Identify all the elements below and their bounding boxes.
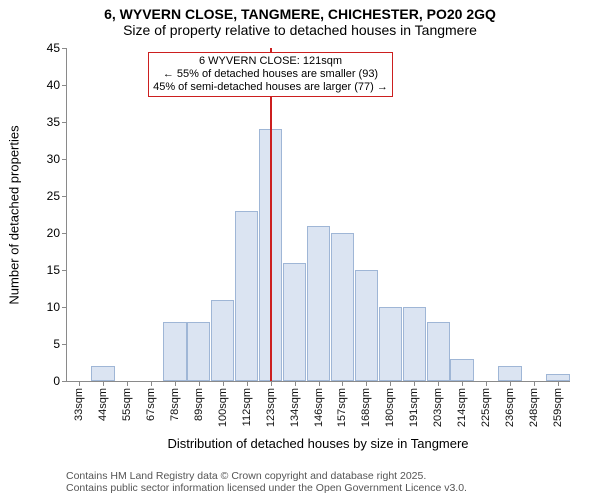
y-tick-mark xyxy=(62,307,66,308)
footer-line2: Contains public sector information licen… xyxy=(66,482,570,494)
y-tick-label: 30 xyxy=(36,152,60,166)
x-tick-mark xyxy=(534,382,535,386)
callout-box: 6 WYVERN CLOSE: 121sqm ← 55% of detached… xyxy=(148,52,393,97)
x-tick-mark xyxy=(414,382,415,386)
x-tick-mark xyxy=(151,382,152,386)
x-tick-label: 55sqm xyxy=(121,388,133,421)
x-tick-label: 67sqm xyxy=(145,388,157,421)
histogram-bar xyxy=(283,263,306,381)
x-tick-label: 100sqm xyxy=(217,388,229,427)
callout-line1: 6 WYVERN CLOSE: 121sqm xyxy=(153,55,388,68)
marker-vertical-line xyxy=(270,48,272,381)
y-tick-label: 0 xyxy=(36,374,60,388)
x-tick-mark xyxy=(390,382,391,386)
x-tick-label: 214sqm xyxy=(456,388,468,427)
x-tick-mark xyxy=(271,382,272,386)
histogram-bar xyxy=(379,307,402,381)
x-tick-mark xyxy=(438,382,439,386)
histogram-bar xyxy=(355,270,378,381)
x-tick-label: 236sqm xyxy=(504,388,516,427)
x-tick-mark xyxy=(247,382,248,386)
x-tick-mark xyxy=(558,382,559,386)
y-tick-mark xyxy=(62,196,66,197)
x-tick-label: 134sqm xyxy=(289,388,301,427)
x-tick-mark xyxy=(462,382,463,386)
callout-line2: ← 55% of detached houses are smaller (93… xyxy=(153,68,388,81)
y-tick-label: 35 xyxy=(36,115,60,129)
y-tick-label: 10 xyxy=(36,300,60,314)
x-tick-mark xyxy=(342,382,343,386)
y-tick-mark xyxy=(62,122,66,123)
histogram-bar xyxy=(187,322,210,381)
y-tick-mark xyxy=(62,85,66,86)
chart-container: 6, WYVERN CLOSE, TANGMERE, CHICHESTER, P… xyxy=(0,0,600,500)
histogram-bar xyxy=(307,226,330,381)
histogram-bar xyxy=(546,374,569,381)
y-tick-label: 5 xyxy=(36,337,60,351)
y-tick-mark xyxy=(62,233,66,234)
y-tick-label: 15 xyxy=(36,263,60,277)
y-tick-mark xyxy=(62,344,66,345)
y-tick-label: 40 xyxy=(36,78,60,92)
x-tick-mark xyxy=(103,382,104,386)
x-tick-mark xyxy=(79,382,80,386)
x-tick-label: 191sqm xyxy=(408,388,420,427)
y-tick-mark xyxy=(62,381,66,382)
title-line2: Size of property relative to detached ho… xyxy=(0,22,600,38)
histogram-bar xyxy=(211,300,234,381)
callout-line3: 45% of semi-detached houses are larger (… xyxy=(153,81,388,94)
x-tick-label: 89sqm xyxy=(193,388,205,421)
x-tick-mark xyxy=(223,382,224,386)
footer-text: Contains HM Land Registry data © Crown c… xyxy=(66,470,570,494)
y-tick-label: 25 xyxy=(36,189,60,203)
x-tick-label: 157sqm xyxy=(336,388,348,427)
title-line1: 6, WYVERN CLOSE, TANGMERE, CHICHESTER, P… xyxy=(0,6,600,22)
plot-area: 6 WYVERN CLOSE: 121sqm ← 55% of detached… xyxy=(66,48,570,382)
histogram-bar xyxy=(403,307,426,381)
histogram-bar xyxy=(91,366,114,381)
histogram-bar xyxy=(331,233,354,381)
x-tick-mark xyxy=(295,382,296,386)
histogram-bar xyxy=(450,359,473,381)
x-tick-label: 203sqm xyxy=(432,388,444,427)
y-tick-mark xyxy=(62,48,66,49)
y-tick-label: 20 xyxy=(36,226,60,240)
histogram-bar xyxy=(235,211,258,381)
histogram-bar xyxy=(427,322,450,381)
x-tick-label: 123sqm xyxy=(265,388,277,427)
x-tick-mark xyxy=(319,382,320,386)
x-tick-label: 225sqm xyxy=(480,388,492,427)
y-tick-label: 45 xyxy=(36,41,60,55)
x-tick-mark xyxy=(199,382,200,386)
x-tick-label: 259sqm xyxy=(552,388,564,427)
chart-title: 6, WYVERN CLOSE, TANGMERE, CHICHESTER, P… xyxy=(0,6,600,38)
x-tick-label: 112sqm xyxy=(241,388,253,426)
x-axis-label: Distribution of detached houses by size … xyxy=(66,436,570,451)
x-tick-mark xyxy=(366,382,367,386)
x-tick-label: 168sqm xyxy=(360,388,372,427)
y-tick-mark xyxy=(62,159,66,160)
x-tick-label: 44sqm xyxy=(97,388,109,421)
histogram-bar xyxy=(163,322,186,381)
x-tick-label: 146sqm xyxy=(313,388,325,427)
x-tick-label: 78sqm xyxy=(169,388,181,421)
x-tick-label: 248sqm xyxy=(528,388,540,427)
x-tick-mark xyxy=(175,382,176,386)
x-tick-label: 180sqm xyxy=(384,388,396,427)
histogram-bar xyxy=(498,366,521,381)
x-tick-mark xyxy=(486,382,487,386)
y-axis-label: Number of detached properties xyxy=(7,125,22,304)
y-tick-mark xyxy=(62,270,66,271)
x-tick-mark xyxy=(127,382,128,386)
x-tick-label: 33sqm xyxy=(73,388,85,421)
footer-line1: Contains HM Land Registry data © Crown c… xyxy=(66,470,570,482)
x-tick-mark xyxy=(510,382,511,386)
